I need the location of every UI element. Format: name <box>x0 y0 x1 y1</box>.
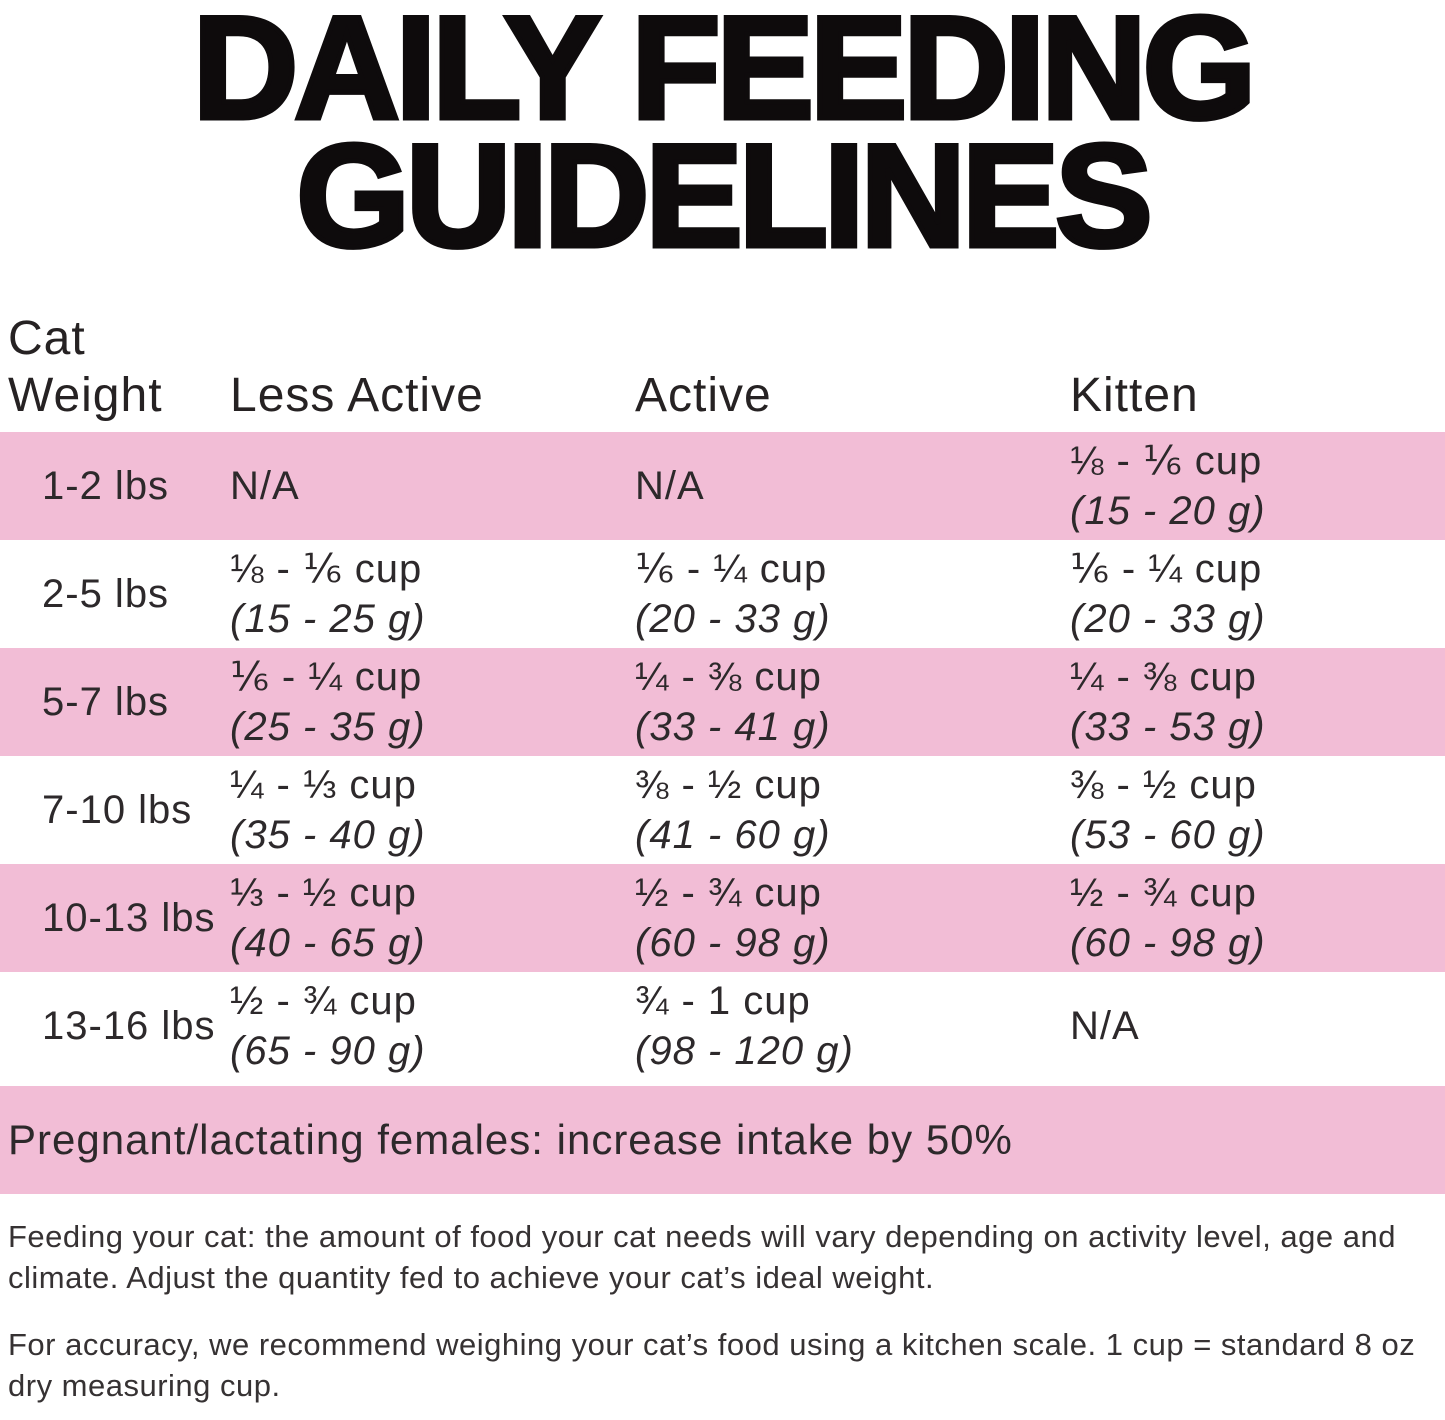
gram-amount: (25 - 35 g) <box>230 705 426 749</box>
footnote-feeding: Feeding your cat: the amount of food you… <box>8 1219 1396 1295</box>
header-less-active: Less Active <box>230 369 484 422</box>
gram-amount: (60 - 98 g) <box>1070 921 1266 965</box>
gram-amount: (65 - 90 g) <box>230 1029 426 1073</box>
cup-amount: ⅙ - ¼ cup <box>635 547 828 591</box>
table-row: 10-13 lbs ⅓ - ½ cup (40 - 65 g) ½ - ¾ cu… <box>0 864 1445 972</box>
cell-kitten: ½ - ¾ cup (60 - 98 g) <box>1070 868 1445 968</box>
cup-amount: ¾ - 1 cup <box>635 979 811 1023</box>
cup-amount: ⅛ - ⅙ cup <box>1070 439 1263 483</box>
gram-amount: (33 - 53 g) <box>1070 705 1266 749</box>
row-weight-label: 5-7 lbs <box>42 679 170 724</box>
gram-amount: (53 - 60 g) <box>1070 813 1266 857</box>
cell-kitten: ⅙ - ¼ cup (20 - 33 g) <box>1070 544 1445 644</box>
cell-active: N/A <box>635 461 1070 511</box>
cup-amount: ¼ - ⅜ cup <box>635 655 822 699</box>
cup-amount: ⅜ - ½ cup <box>1070 763 1257 807</box>
pregnant-note-text: Pregnant/lactating females: increase int… <box>8 1116 1013 1163</box>
cell-less-active: ⅓ - ½ cup (40 - 65 g) <box>230 868 635 968</box>
cell-kitten: ¼ - ⅜ cup (33 - 53 g) <box>1070 652 1445 752</box>
cup-amount: ½ - ¾ cup <box>635 871 822 915</box>
cell-active: ¼ - ⅜ cup (33 - 41 g) <box>635 652 1070 752</box>
table-row: 2-5 lbs ⅛ - ⅙ cup (15 - 25 g) ⅙ - ¼ cup … <box>0 540 1445 648</box>
cell-kitten: N/A <box>1070 1001 1445 1051</box>
page-title: DAILY FEEDING GUIDELINES <box>0 0 1445 277</box>
cell-less-active: ½ - ¾ cup (65 - 90 g) <box>230 976 635 1076</box>
cell-less-active: ⅙ - ¼ cup (25 - 35 g) <box>230 652 635 752</box>
row-weight-label: 13-16 lbs <box>42 1003 216 1048</box>
cup-amount: ½ - ¾ cup <box>1070 871 1257 915</box>
cup-amount: ⅙ - ¼ cup <box>1070 547 1263 591</box>
gram-amount: (60 - 98 g) <box>635 921 831 965</box>
gram-amount: (33 - 41 g) <box>635 705 831 749</box>
cell-active: ⅙ - ¼ cup (20 - 33 g) <box>635 544 1070 644</box>
gram-amount: (15 - 20 g) <box>1070 489 1266 533</box>
header-cat-weight: Cat Weight <box>0 310 230 424</box>
row-weight-label: 10-13 lbs <box>42 895 216 940</box>
header-kitten: Kitten <box>1070 369 1199 422</box>
cell-less-active: ⅛ - ⅙ cup (15 - 25 g) <box>230 544 635 644</box>
cup-amount: ¼ - ⅓ cup <box>230 763 417 807</box>
header-cat-weight-line2: Weight <box>8 369 163 422</box>
table-row: 13-16 lbs ½ - ¾ cup (65 - 90 g) ¾ - 1 cu… <box>0 972 1445 1080</box>
pregnant-note-band: Pregnant/lactating females: increase int… <box>0 1086 1445 1194</box>
table-row: 7-10 lbs ¼ - ⅓ cup (35 - 40 g) ⅜ - ½ cup… <box>0 756 1445 864</box>
cup-amount: ¼ - ⅜ cup <box>1070 655 1257 699</box>
footnotes: Feeding your cat: the amount of food you… <box>0 1194 1445 1406</box>
title-line-1: DAILY FEEDING <box>190 0 1258 149</box>
cup-amount: N/A <box>230 464 300 508</box>
gram-amount: (20 - 33 g) <box>1070 597 1266 641</box>
gram-amount: (40 - 65 g) <box>230 921 426 965</box>
gram-amount: (15 - 25 g) <box>230 597 426 641</box>
table-row: 5-7 lbs ⅙ - ¼ cup (25 - 35 g) ¼ - ⅜ cup … <box>0 648 1445 756</box>
table-header-row: Cat Weight Less Active Active Kitten <box>0 260 1445 432</box>
cell-less-active: ¼ - ⅓ cup (35 - 40 g) <box>230 760 635 860</box>
cell-active: ⅜ - ½ cup (41 - 60 g) <box>635 760 1070 860</box>
gram-amount: (20 - 33 g) <box>635 597 831 641</box>
cell-active: ¾ - 1 cup (98 - 120 g) <box>635 976 1070 1076</box>
row-weight-label: 1-2 lbs <box>42 463 170 508</box>
cup-amount: N/A <box>635 464 705 508</box>
footnote-accuracy: For accuracy, we recommend weighing your… <box>8 1327 1416 1403</box>
row-weight-label: 7-10 lbs <box>42 787 193 832</box>
cell-active: ½ - ¾ cup (60 - 98 g) <box>635 868 1070 968</box>
cell-less-active: N/A <box>230 461 635 511</box>
cup-amount: ⅛ - ⅙ cup <box>230 547 423 591</box>
row-weight-label: 2-5 lbs <box>42 571 170 616</box>
header-cat-weight-line1: Cat <box>8 312 86 365</box>
cell-kitten: ⅛ - ⅙ cup (15 - 20 g) <box>1070 436 1445 536</box>
gram-amount: (35 - 40 g) <box>230 813 426 857</box>
gram-amount: (98 - 120 g) <box>635 1029 854 1073</box>
cup-amount: ⅜ - ½ cup <box>635 763 822 807</box>
header-active: Active <box>635 369 772 422</box>
cell-kitten: ⅜ - ½ cup (53 - 60 g) <box>1070 760 1445 860</box>
cup-amount: ⅓ - ½ cup <box>230 871 417 915</box>
table-row: 1-2 lbs N/A N/A ⅛ - ⅙ cup (15 - 20 g) <box>0 432 1445 540</box>
cup-amount: N/A <box>1070 1004 1140 1048</box>
title-line-2: GUIDELINES <box>294 114 1155 277</box>
cup-amount: ⅙ - ¼ cup <box>230 655 423 699</box>
gram-amount: (41 - 60 g) <box>635 813 831 857</box>
cup-amount: ½ - ¾ cup <box>230 979 417 1023</box>
